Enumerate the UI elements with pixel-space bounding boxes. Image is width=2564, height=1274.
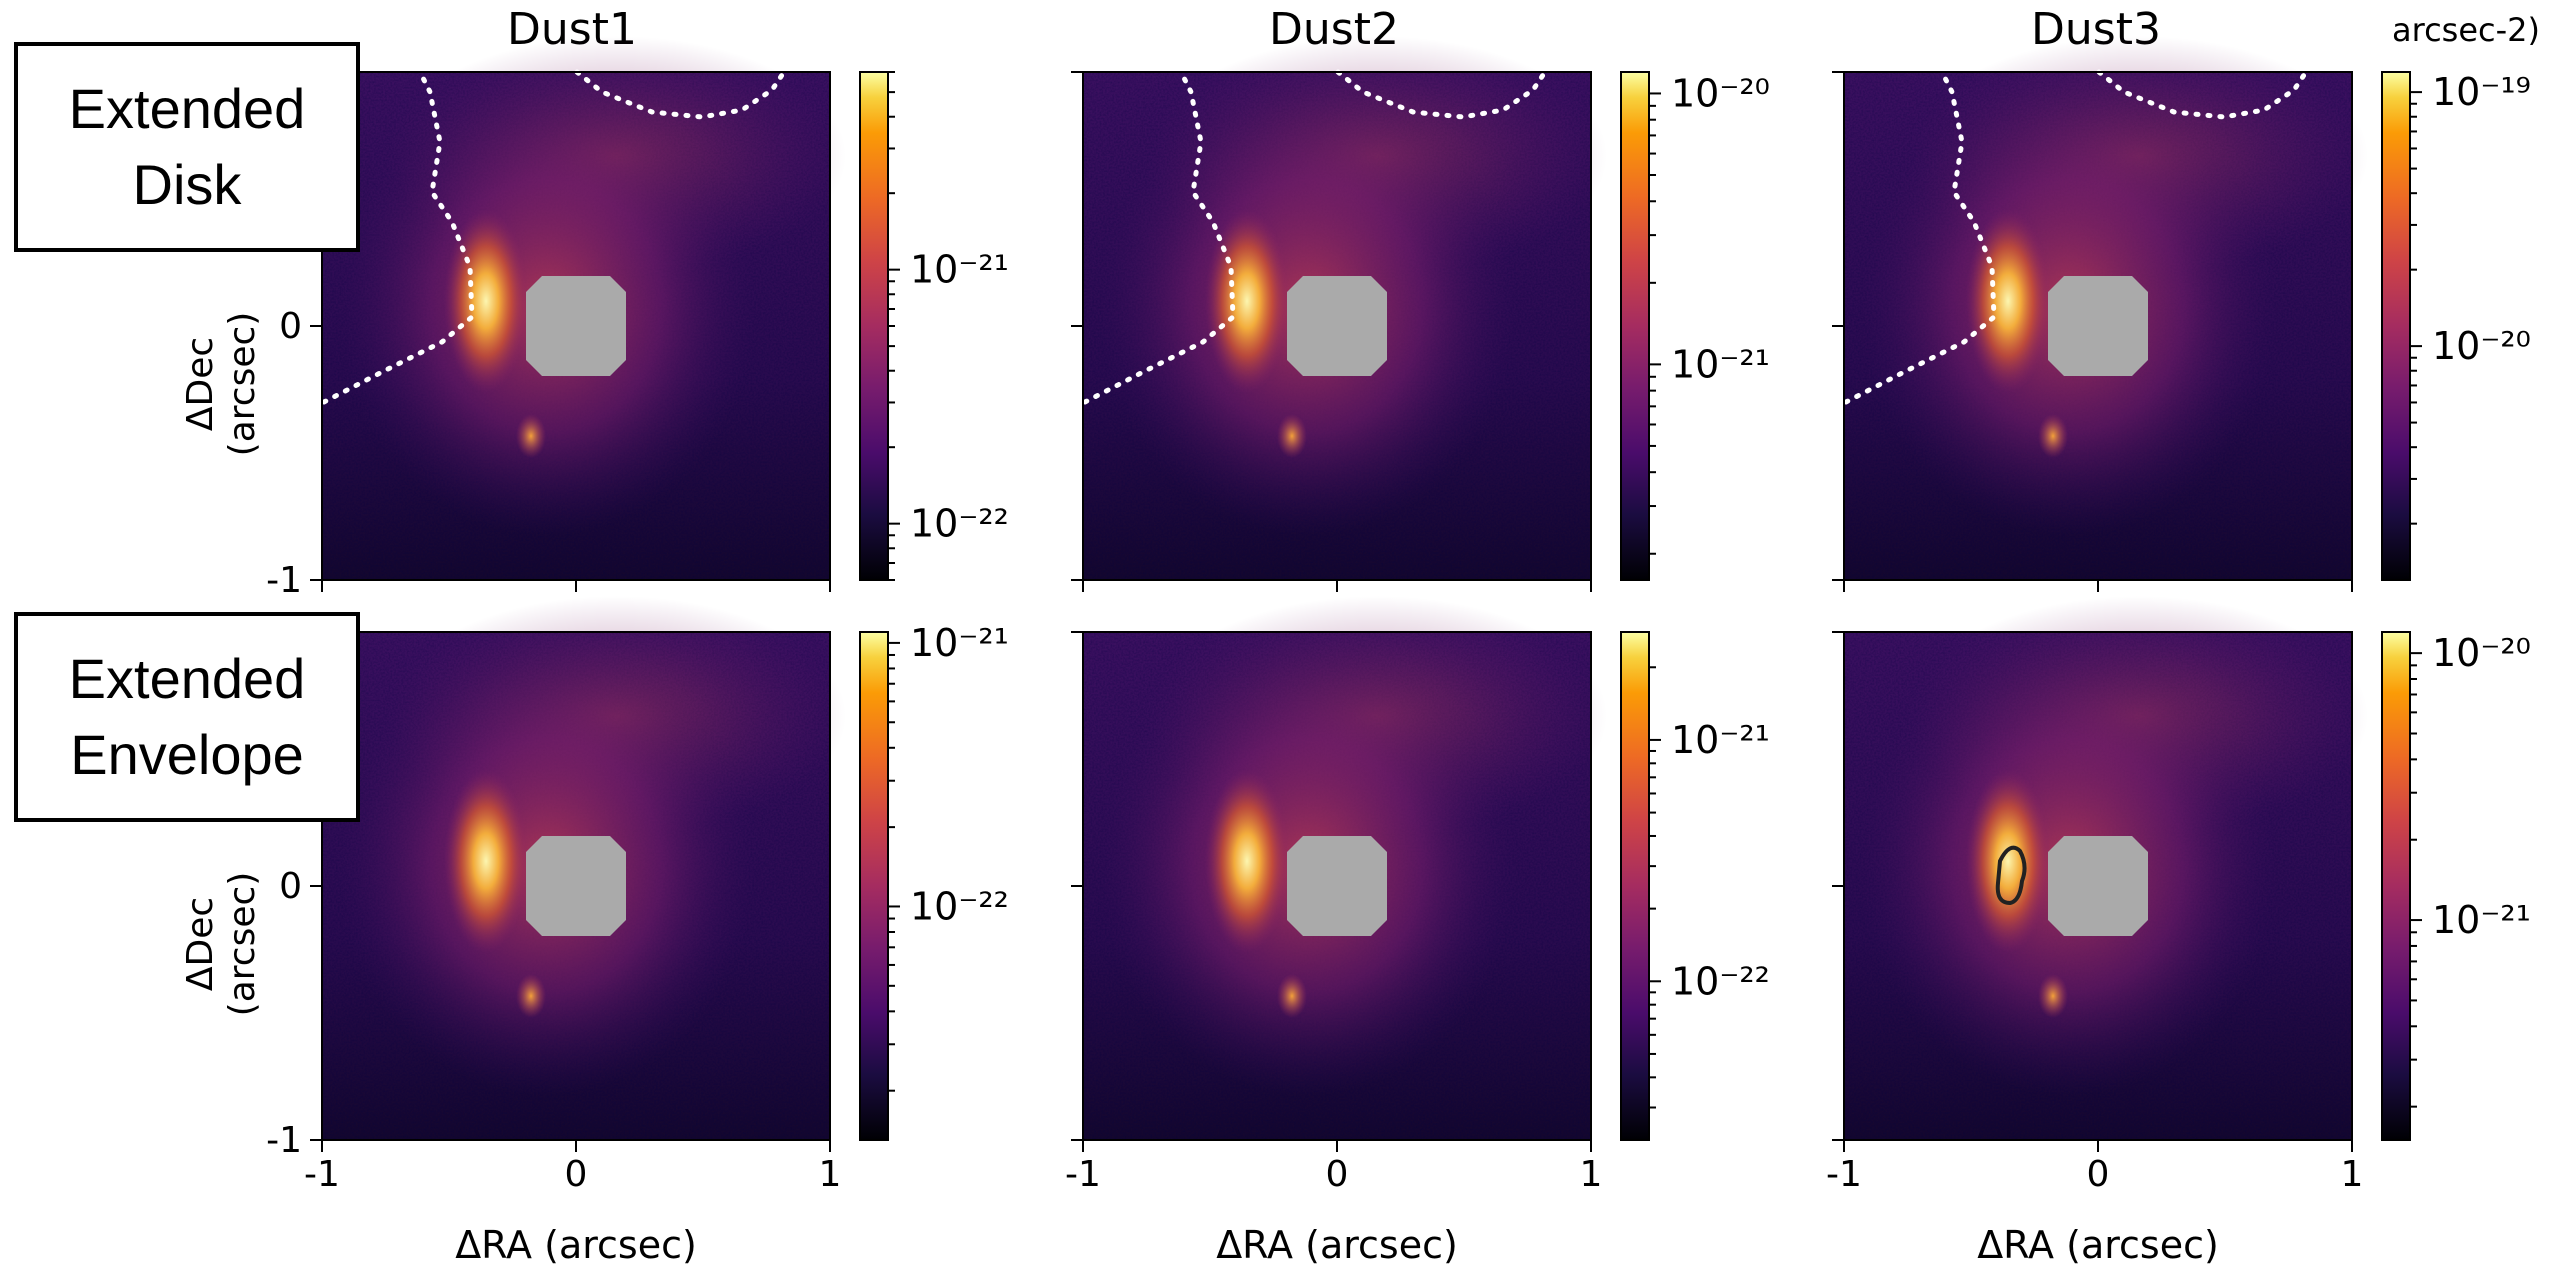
colorbar	[1620, 71, 1650, 581]
colorbar-tick-label: 10⁻²⁰	[1671, 71, 1770, 115]
colorbar-unit-label: arcsec-2)	[2392, 11, 2540, 49]
dotted-boundary-north	[1335, 69, 1548, 120]
panel-2-1: -1 0 1 -1 0 ΔDec(arcsec) ΔRA (arcsec) 10⁻²¹ 10⁻²…	[180, 596, 1009, 1267]
dotted-boundary-west	[321, 69, 475, 405]
southern-knot	[2038, 974, 2068, 1018]
coronagraph-mask	[2048, 276, 2148, 376]
row-label-envelope-line2: Envelope	[70, 723, 304, 786]
y-tick-label: -1	[266, 1120, 302, 1161]
row-label-envelope-line1: Extended	[68, 647, 306, 710]
row-label-extended-envelope: Extended Envelope	[14, 612, 360, 822]
colorbar-tick-label: 10⁻²⁰	[2432, 324, 2531, 368]
x-tick-label: 0	[1326, 1154, 1349, 1195]
x-axis-label: ΔRA (arcsec)	[1216, 1223, 1458, 1267]
row-label-disk-line2: Disk	[132, 153, 242, 216]
southern-knot	[1277, 974, 1307, 1018]
dotted-boundary-west	[1843, 69, 1997, 405]
dotted-boundary-north	[574, 69, 787, 120]
panel-1-2: 10⁻²⁰ 10⁻²¹	[1071, 36, 1770, 592]
bright-arc	[1205, 769, 1289, 953]
row-label-disk-line1: Extended	[68, 77, 306, 140]
coronagraph-mask	[2048, 836, 2148, 936]
x-tick-label: 1	[2341, 1154, 2364, 1195]
coronagraph-mask	[1287, 276, 1387, 376]
row-label-extended-disk: Extended Disk	[14, 42, 360, 252]
x-tick-label: 1	[1580, 1154, 1603, 1195]
panel-1-3: 10⁻¹⁹ 10⁻²⁰	[1832, 36, 2531, 592]
y-axis-label: ΔDec(arcsec)	[180, 312, 263, 457]
y-tick-label: 0	[279, 306, 302, 347]
y-axis-label-line2: (arcsec)	[222, 312, 263, 457]
colorbar-tick-label: 10⁻²¹	[1671, 718, 1770, 762]
panel-2-3: -1 0 1 ΔRA (arcsec) 10⁻²⁰ 10⁻²¹	[1826, 596, 2531, 1267]
colorbar-tick-label: 10⁻¹⁹	[2432, 70, 2531, 114]
southern-knot	[516, 414, 546, 458]
y-axis-label-line1: ΔDec	[180, 897, 221, 991]
y-axis-label-line1: ΔDec	[180, 337, 221, 431]
colorbar-tick-label: 10⁻²²	[910, 502, 1009, 546]
colorbar	[1620, 631, 1650, 1141]
colorbar-tick-label: 10⁻²¹	[1671, 342, 1770, 386]
colorbar	[859, 631, 889, 1141]
colorbar	[859, 71, 889, 581]
y-axis-label: ΔDec(arcsec)	[180, 872, 263, 1017]
bright-arc	[444, 209, 528, 393]
coronagraph-mask	[1287, 836, 1387, 936]
x-tick-label: -1	[304, 1154, 340, 1195]
panel-2-2: -1 0 1 ΔRA (arcsec) 10⁻²¹ 10⁻²²	[1065, 596, 1770, 1267]
x-tick-label: 1	[819, 1154, 842, 1195]
x-axis-label: ΔRA (arcsec)	[455, 1223, 697, 1267]
bright-arc	[1966, 769, 2050, 953]
colorbar-tick-label: 10⁻²¹	[910, 248, 1009, 292]
coronagraph-mask	[526, 276, 626, 376]
dotted-boundary-north	[2096, 69, 2309, 120]
x-tick-label: -1	[1065, 1154, 1101, 1195]
x-tick-label: -1	[1826, 1154, 1862, 1195]
southern-knot	[516, 974, 546, 1018]
colorbar-tick-label: 10⁻²¹	[910, 621, 1009, 665]
southern-knot	[2038, 414, 2068, 458]
contour-line	[1995, 845, 2027, 906]
colorbar	[2381, 631, 2411, 1141]
y-tick-label: -1	[266, 560, 302, 601]
southern-knot	[1277, 414, 1307, 458]
panel-1-1: -1 0 ΔDec(arcsec) 10⁻²¹ 10⁻²²	[180, 36, 1009, 601]
y-tick-label: 0	[279, 866, 302, 907]
colorbar-tick-label: 10⁻²¹	[2432, 898, 2531, 942]
bright-arc	[1205, 209, 1289, 393]
colorbar-tick-label: 10⁻²²	[1671, 959, 1770, 1003]
dotted-boundary-west	[1082, 69, 1236, 405]
y-axis-label-line2: (arcsec)	[222, 872, 263, 1017]
coronagraph-mask	[526, 836, 626, 936]
bright-arc	[444, 769, 528, 953]
colorbar	[2381, 71, 2411, 581]
x-tick-label: 0	[2087, 1154, 2110, 1195]
x-axis-label: ΔRA (arcsec)	[1977, 1223, 2219, 1267]
colorbar-tick-label: 10⁻²⁰	[2432, 631, 2531, 675]
colorbar-tick-label: 10⁻²²	[910, 884, 1009, 928]
x-tick-label: 0	[565, 1154, 588, 1195]
bright-arc	[1966, 209, 2050, 393]
